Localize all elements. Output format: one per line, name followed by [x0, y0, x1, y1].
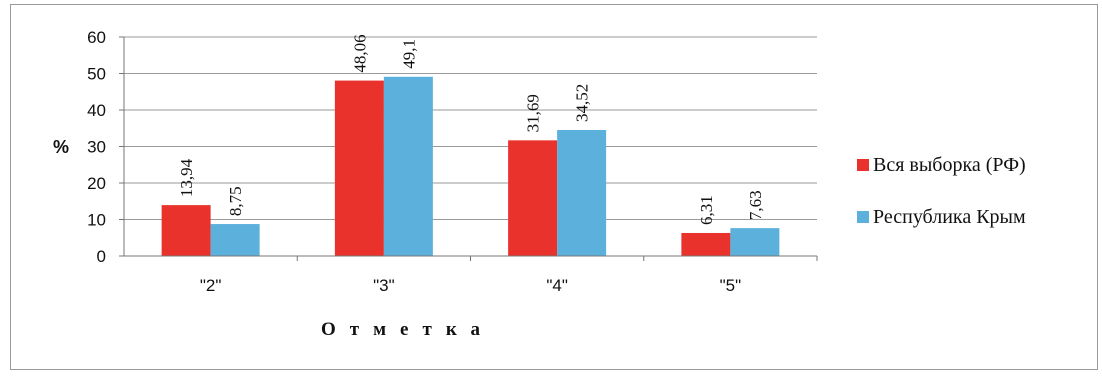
data-label: 31,69 [524, 94, 543, 132]
y-tick-label: 10 [87, 211, 106, 230]
legend-swatch [857, 211, 869, 223]
y-tick-label: 0 [97, 247, 106, 266]
chart-frame: 0 10 20 30 40 50 60 13,94 8,75 48,06 49,1 31,69 34,… [10, 4, 1098, 370]
bar-chart: 0 10 20 30 40 50 60 13,94 8,75 48,06 49,1 31,69 34,… [53, 28, 1026, 340]
bar [508, 140, 558, 256]
data-labels: 13,94 8,75 48,06 49,1 31,69 34,52 6,31 7,63 [177, 34, 765, 225]
bar [681, 232, 731, 256]
data-label: 13,94 [177, 158, 196, 197]
bar [557, 130, 607, 256]
legend-label: Вся выборка (РФ) [873, 154, 1026, 176]
gridlines [119, 36, 818, 261]
y-axis-label: % [53, 137, 69, 157]
data-label: 8,75 [226, 186, 245, 216]
bars [161, 76, 780, 257]
x-category-label: "3" [373, 276, 395, 295]
legend-label: Республика Крым [873, 206, 1026, 228]
data-label: 48,06 [350, 34, 369, 72]
data-label: 49,1 [399, 39, 418, 69]
data-label: 6,31 [697, 195, 716, 225]
legend-swatch [857, 159, 869, 171]
x-category-label: "2" [200, 276, 222, 295]
y-tick-label: 40 [87, 101, 106, 120]
bar [334, 80, 384, 257]
x-axis-categories: "2" "3" "4" "5" [200, 276, 741, 295]
bar [730, 228, 780, 256]
data-label: 7,63 [746, 190, 765, 220]
x-axis-label: Отметка [321, 319, 494, 340]
data-label: 34,52 [573, 84, 592, 122]
x-category-label: "4" [546, 276, 568, 295]
x-category-label: "5" [720, 276, 742, 295]
legend: Вся выборка (РФ) Республика Крым [857, 154, 1026, 228]
y-tick-label: 60 [87, 28, 106, 47]
bar [161, 205, 211, 256]
y-tick-label: 30 [87, 138, 106, 157]
y-tick-label: 50 [87, 65, 106, 84]
y-tick-label: 20 [87, 174, 106, 193]
bar [210, 224, 260, 256]
y-axis-ticks: 0 10 20 30 40 50 60 [87, 28, 106, 266]
bar [383, 76, 433, 256]
